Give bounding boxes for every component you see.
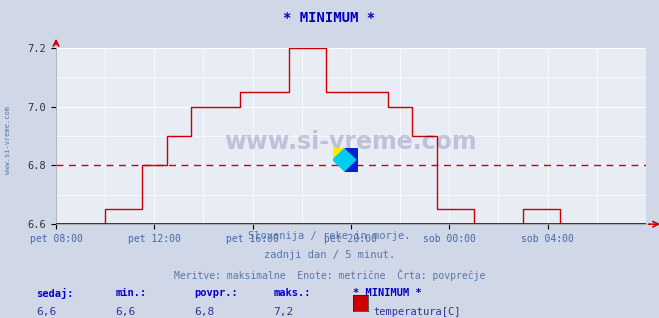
Polygon shape	[345, 148, 358, 160]
Text: 7,2: 7,2	[273, 307, 294, 317]
Text: Slovenija / reke in morje.: Slovenija / reke in morje.	[248, 231, 411, 240]
Text: * MINIMUM *: * MINIMUM *	[353, 288, 421, 298]
Text: zadnji dan / 5 minut.: zadnji dan / 5 minut.	[264, 250, 395, 259]
Text: Meritve: maksimalne  Enote: metrične  Črta: povprečje: Meritve: maksimalne Enote: metrične Črta…	[174, 269, 485, 281]
Text: 6,6: 6,6	[36, 307, 57, 317]
Text: 6,8: 6,8	[194, 307, 215, 317]
Text: sedaj:: sedaj:	[36, 288, 74, 299]
Polygon shape	[333, 148, 358, 172]
Text: min.:: min.:	[115, 288, 146, 298]
Text: www.si-vreme.com: www.si-vreme.com	[225, 130, 477, 154]
Text: temperatura[C]: temperatura[C]	[374, 307, 461, 317]
Polygon shape	[333, 148, 345, 160]
Text: * MINIMUM *: * MINIMUM *	[283, 11, 376, 25]
Polygon shape	[345, 160, 358, 172]
Text: 6,6: 6,6	[115, 307, 136, 317]
Text: povpr.:: povpr.:	[194, 288, 238, 298]
Text: www.si-vreme.com: www.si-vreme.com	[5, 106, 11, 174]
Text: maks.:: maks.:	[273, 288, 311, 298]
